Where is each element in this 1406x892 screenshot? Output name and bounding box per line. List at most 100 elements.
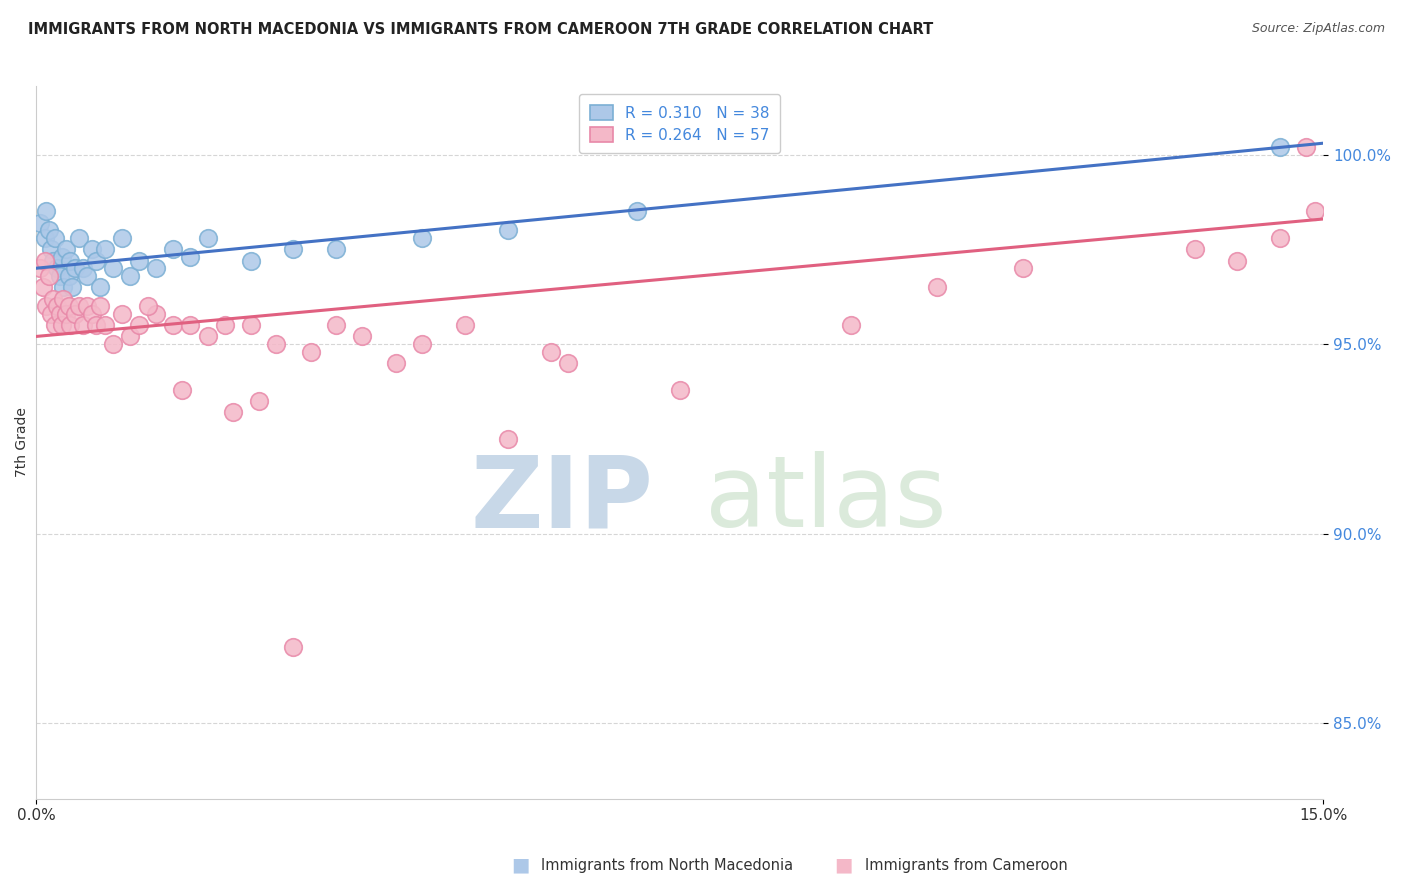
Point (30, 216, 52, 230)
Point (496, 223, 519, 237)
Point (44, 231, 66, 245)
Point (111, 231, 134, 245)
Point (63, 307, 86, 321)
Point (411, 231, 433, 245)
Point (1226, 253, 1249, 268)
Point (120, 329, 142, 343)
Text: Immigrants from Cameroon: Immigrants from Cameroon (865, 858, 1067, 872)
Point (35, 204, 58, 219)
Point (31, 280, 53, 294)
Point (41, 307, 63, 321)
Point (51, 318, 73, 332)
Point (1012, 261, 1035, 276)
Text: atlas: atlas (706, 451, 948, 548)
Point (46, 299, 69, 313)
Point (80, 242, 103, 256)
Point (222, 405, 245, 419)
Point (67, 299, 90, 313)
Point (325, 318, 347, 332)
Point (299, 344, 322, 359)
Point (411, 337, 433, 351)
Point (197, 329, 219, 343)
Point (38, 223, 60, 237)
Point (454, 318, 477, 332)
Point (136, 299, 159, 313)
Point (59, 253, 82, 268)
Point (120, 268, 142, 283)
Point (283, 242, 305, 256)
Point (93, 242, 115, 256)
Point (63, 261, 86, 276)
Point (103, 337, 125, 351)
Point (72, 318, 94, 332)
Point (80, 307, 103, 321)
Point (626, 204, 648, 219)
Point (55, 242, 77, 256)
Point (283, 640, 305, 655)
Point (162, 318, 184, 332)
Point (239, 253, 262, 268)
Point (145, 261, 167, 276)
Point (264, 337, 287, 351)
Point (170, 383, 193, 397)
Point (925, 280, 948, 294)
Point (76, 299, 98, 313)
Point (89, 299, 111, 313)
Point (162, 242, 184, 256)
Point (839, 318, 862, 332)
Point (385, 356, 408, 370)
Point (496, 432, 519, 446)
Point (38, 268, 60, 283)
Point (72, 261, 94, 276)
Point (197, 231, 219, 245)
Point (668, 383, 690, 397)
Point (179, 318, 201, 332)
Point (49, 268, 72, 283)
Point (34, 231, 56, 245)
Point (58, 268, 80, 283)
Point (55, 307, 77, 321)
Point (128, 253, 150, 268)
Legend: R = 0.310   N = 38, R = 0.264   N = 57: R = 0.310 N = 38, R = 0.264 N = 57 (579, 94, 780, 153)
Point (34, 253, 56, 268)
Point (51, 250, 73, 264)
Point (60, 280, 83, 294)
Point (214, 318, 236, 332)
Point (247, 393, 270, 408)
Text: Immigrants from North Macedonia: Immigrants from North Macedonia (541, 858, 793, 872)
Text: IMMIGRANTS FROM NORTH MACEDONIA VS IMMIGRANTS FROM CAMEROON 7TH GRADE CORRELATIO: IMMIGRANTS FROM NORTH MACEDONIA VS IMMIG… (28, 22, 934, 37)
Point (325, 242, 347, 256)
Point (89, 280, 111, 294)
Point (128, 318, 150, 332)
Point (59, 318, 82, 332)
Point (1270, 140, 1292, 154)
Point (52, 292, 75, 306)
Point (84, 318, 107, 332)
Point (42, 253, 65, 268)
Text: Source: ZipAtlas.com: Source: ZipAtlas.com (1251, 22, 1385, 36)
Point (35, 299, 58, 313)
Point (352, 329, 374, 343)
Point (145, 307, 167, 321)
Point (1184, 242, 1206, 256)
Point (76, 268, 98, 283)
Point (179, 250, 201, 264)
Point (30, 261, 52, 276)
Point (41, 242, 63, 256)
Point (58, 299, 80, 313)
Point (1270, 231, 1292, 245)
Point (49, 307, 72, 321)
Point (46, 261, 69, 276)
Point (1295, 140, 1317, 154)
Text: ZIP: ZIP (471, 451, 654, 548)
Point (42, 292, 65, 306)
Point (84, 253, 107, 268)
Point (111, 307, 134, 321)
Text: ■: ■ (510, 855, 530, 875)
Point (103, 261, 125, 276)
Point (93, 318, 115, 332)
Text: ■: ■ (834, 855, 853, 875)
Point (1303, 204, 1326, 219)
Y-axis label: 7th Grade: 7th Grade (15, 408, 30, 477)
Point (239, 318, 262, 332)
